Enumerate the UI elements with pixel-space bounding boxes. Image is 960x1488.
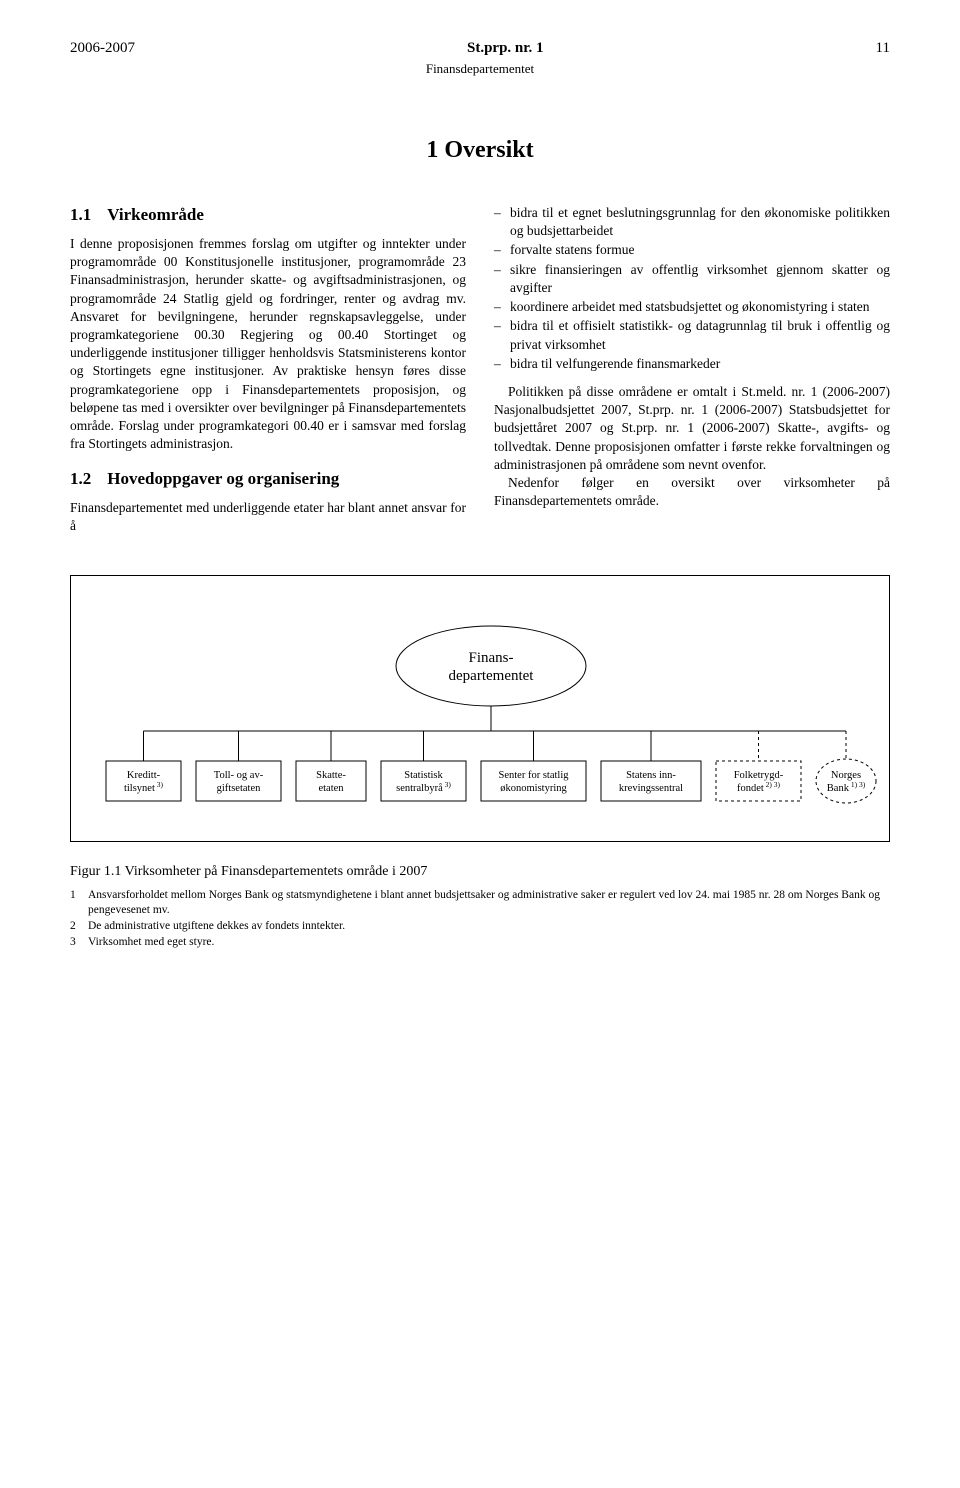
section-1-1-body: I denne proposisjonen fremmes forslag om… [70, 235, 466, 454]
svg-text:Skatte-: Skatte- [316, 770, 346, 781]
svg-text:Statistisk: Statistisk [404, 770, 443, 781]
list-item: sikre finansieringen av offentlig virkso… [494, 261, 890, 297]
header-left: 2006-2007 [70, 40, 135, 57]
responsibility-list: bidra til et egnet beslutningsgrunnlag f… [494, 204, 890, 373]
footnotes: 1 Ansvarsforholdet mellom Norges Bank og… [70, 888, 890, 950]
section-1-2-body: Finansdepartementet med underliggende et… [70, 499, 466, 535]
svg-text:krevingssentral: krevingssentral [619, 783, 683, 794]
footnote: 3 Virksomhet med eget styre. [70, 935, 890, 950]
org-chart-container: Finans-departementetKreditt-tilsynet 3)T… [70, 575, 890, 842]
figure-caption: Figur 1.1 Virksomheter på Finansdepartem… [70, 864, 890, 880]
footnote-text: De administrative utgiftene dekkes av fo… [88, 919, 345, 934]
svg-text:etaten: etaten [318, 783, 344, 794]
svg-text:Statens inn-: Statens inn- [626, 770, 676, 781]
section-1-2-heading: 1.2 Hovedoppgaver og organisering [70, 468, 466, 491]
section-title: Hovedoppgaver og organisering [107, 468, 339, 491]
svg-text:Toll- og av-: Toll- og av- [214, 770, 264, 781]
section-title: Virkeområde [107, 204, 204, 227]
chapter-title: 1 Oversikt [70, 137, 890, 164]
svg-text:Finans-: Finans- [469, 650, 514, 666]
header-page-number: 11 [876, 40, 890, 57]
footnote: 2 De administrative utgiftene dekkes av … [70, 919, 890, 934]
svg-text:Senter for statlig: Senter for statlig [499, 770, 570, 781]
footnote-num: 1 [70, 888, 80, 918]
footnote: 1 Ansvarsforholdet mellom Norges Bank og… [70, 888, 890, 918]
header-subtitle: Finansdepartementet [70, 61, 890, 77]
list-item: koordinere arbeidet med statsbudsjettet … [494, 298, 890, 316]
body-columns: 1.1 Virkeområde I denne proposisjonen fr… [70, 204, 890, 535]
footnote-num: 3 [70, 935, 80, 950]
svg-text:giftsetaten: giftsetaten [217, 783, 261, 794]
org-chart-svg: Finans-departementetKreditt-tilsynet 3)T… [91, 606, 891, 816]
svg-text:økonomistyring: økonomistyring [500, 783, 567, 794]
section-number: 1.1 [70, 204, 91, 227]
right-paragraph-1: Politikken på disse områdene er omtalt i… [494, 383, 890, 474]
list-item: forvalte statens formue [494, 241, 890, 259]
svg-text:departementet: departementet [449, 668, 535, 684]
list-item: bidra til et offisielt statistikk- og da… [494, 317, 890, 353]
section-1-1-heading: 1.1 Virkeområde [70, 204, 466, 227]
footnote-text: Ansvarsforholdet mellom Norges Bank og s… [88, 888, 890, 918]
right-column: bidra til et egnet beslutningsgrunnlag f… [494, 204, 890, 535]
list-item: bidra til et egnet beslutningsgrunnlag f… [494, 204, 890, 240]
footnote-num: 2 [70, 919, 80, 934]
right-paragraph-2: Nedenfor følger en oversikt over virksom… [494, 474, 890, 510]
list-item: bidra til velfungerende finansmarkeder [494, 355, 890, 373]
page-header: 2006-2007 St.prp. nr. 1 11 [70, 40, 890, 57]
footnote-text: Virksomhet med eget styre. [88, 935, 214, 950]
section-number: 1.2 [70, 468, 91, 491]
header-center: St.prp. nr. 1 [467, 40, 544, 57]
left-column: 1.1 Virkeområde I denne proposisjonen fr… [70, 204, 466, 535]
